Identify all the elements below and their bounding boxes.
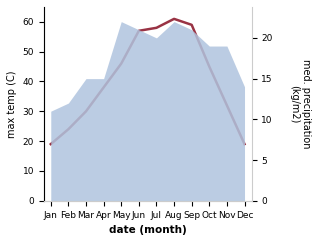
Y-axis label: max temp (C): max temp (C) [7,70,17,138]
Y-axis label: med. precipitation
(kg/m2): med. precipitation (kg/m2) [289,59,311,149]
X-axis label: date (month): date (month) [109,225,187,235]
